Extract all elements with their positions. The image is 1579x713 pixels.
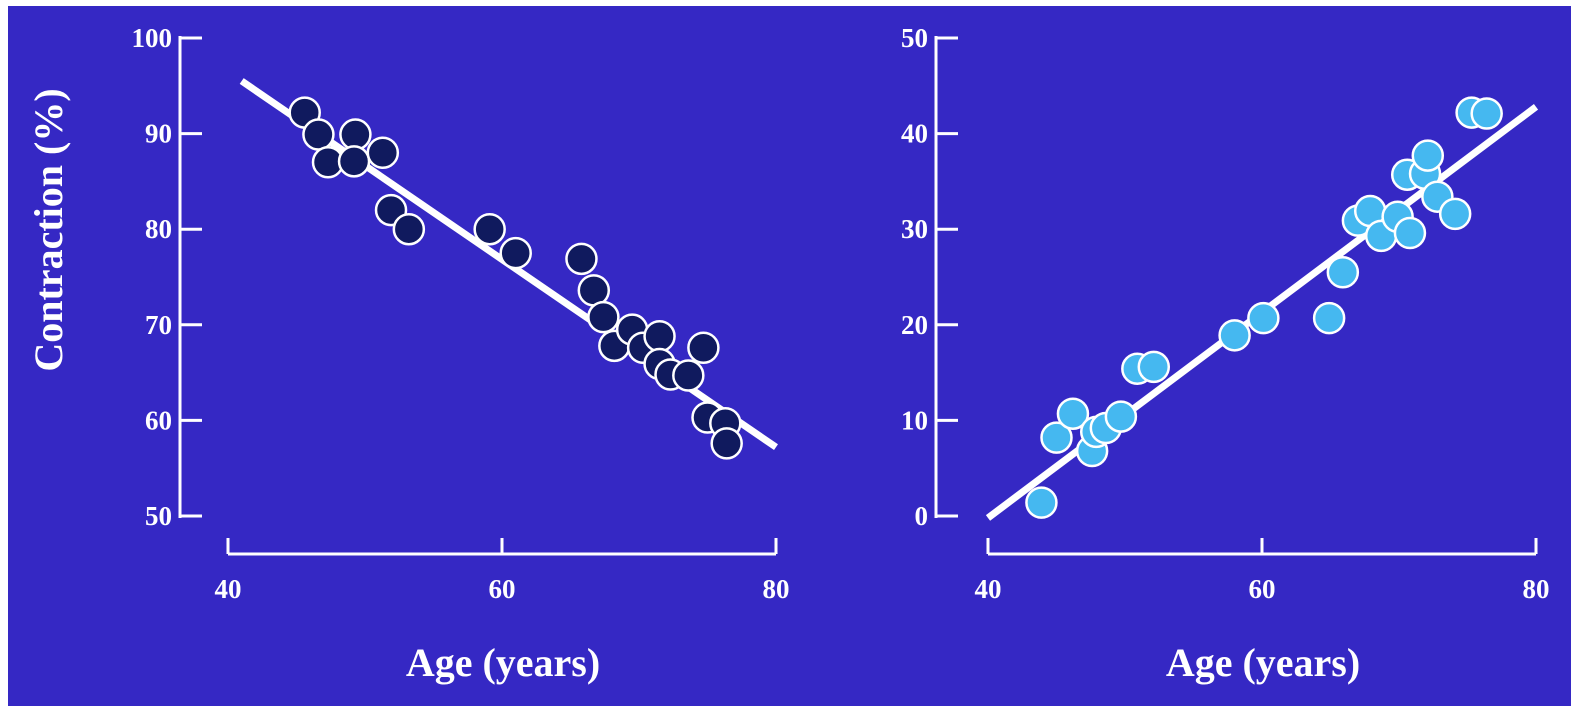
panel-1-data-point <box>710 427 743 460</box>
panel-2-y-tick-label: 20 <box>901 310 928 340</box>
panel-1-y-tick-label: 100 <box>132 23 173 53</box>
panel-1-y-tick-label: 90 <box>145 119 172 149</box>
panel-1-data-point <box>565 242 598 276</box>
panel-2-x-axis-title: Age (years) <box>1166 640 1360 685</box>
panel-1-data-point <box>337 145 371 178</box>
panel-2-data-point <box>1247 301 1280 335</box>
panel-1-y-tick-label: 80 <box>145 214 172 244</box>
panel-1-data-point <box>687 331 720 364</box>
panel-1-y-tick-label: 70 <box>145 310 172 340</box>
panel-2-y-tick-label: 40 <box>901 119 928 149</box>
panel-2-data-point <box>1438 197 1472 231</box>
panel-2-y-tick-label: 10 <box>901 405 928 435</box>
panel-2-data-point <box>1470 97 1503 130</box>
panel-2-data-point <box>1326 255 1360 289</box>
panel-1-data-point <box>473 212 506 246</box>
panel-2-y-tick-label: 0 <box>915 501 929 531</box>
panel-1-x-tick-label: 40 <box>215 574 242 604</box>
panel-1-data-point <box>577 274 611 307</box>
figure-background: 50 60 70 80 90 100 40 60 80 Age (years) Contractio… <box>8 6 1571 706</box>
panel-2-x-tick-label: 80 <box>1523 574 1550 604</box>
panel-1-data-point <box>672 359 705 392</box>
panel-2-data-point <box>1104 400 1138 433</box>
panel-2-data-point <box>1056 397 1090 430</box>
panel-2-data-point <box>1312 301 1346 335</box>
panel-2-data-point <box>1411 139 1445 172</box>
panel-2-data-point <box>1393 216 1427 250</box>
panel-1-data-point <box>392 212 426 246</box>
panel-1-x-axis-title: Age (years) <box>406 640 600 685</box>
panel-1-data-point <box>366 136 400 169</box>
panel-2-data-point <box>1025 486 1058 519</box>
panel-2-data-point <box>1218 319 1251 352</box>
panel-1-y-tick-label: 50 <box>145 501 172 531</box>
panel-1-data-point <box>302 118 335 151</box>
panel-1-data-point <box>339 118 372 151</box>
panel-1-data-point <box>587 300 620 334</box>
panel-1-x-tick-label: 60 <box>489 574 516 604</box>
panel-2-x-tick-label: 40 <box>975 574 1002 604</box>
panel-1-x-tick-label: 80 <box>763 574 790 604</box>
panel-1-y-tick-label: 60 <box>145 405 172 435</box>
panel-1-y-axis-title: Contraction (%) <box>26 88 71 371</box>
panel-1-data-point <box>643 320 676 353</box>
panel-2-y-tick-label: 50 <box>901 23 928 53</box>
panel-1-data-point <box>499 236 532 270</box>
panel-2-data-point <box>1040 421 1073 454</box>
panel-2-x-tick-label: 60 <box>1249 574 1276 604</box>
panel-2-y-tick-label: 30 <box>901 214 928 244</box>
panel-2-data-point <box>1137 350 1171 384</box>
